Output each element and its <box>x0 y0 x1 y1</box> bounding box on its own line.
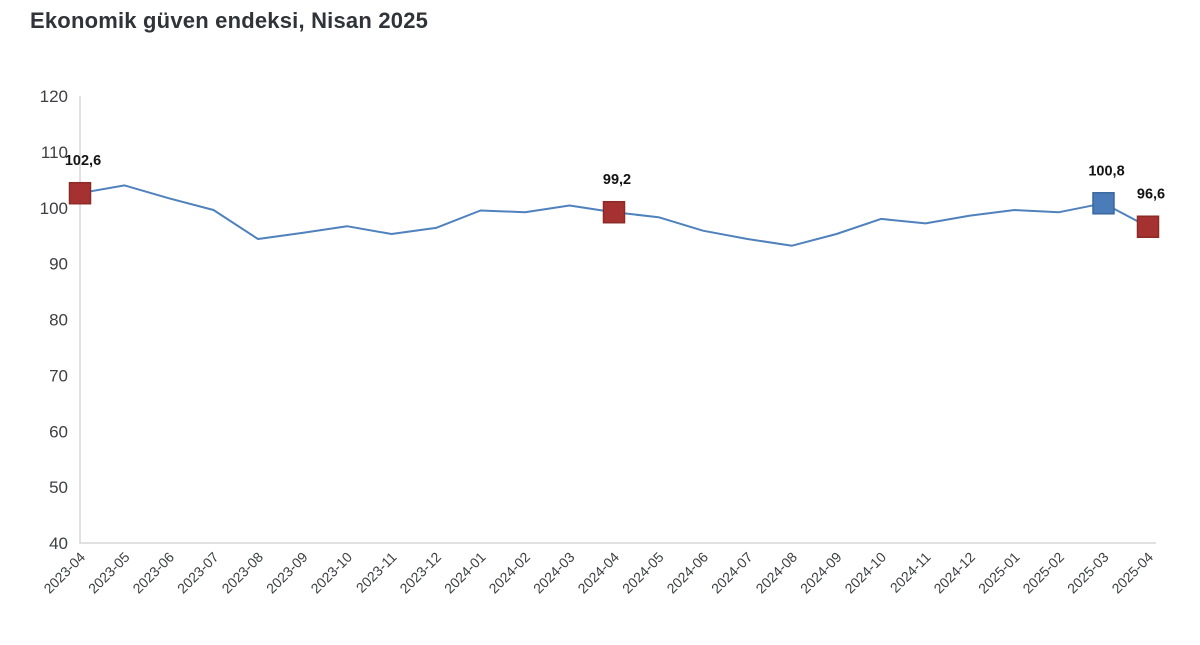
x-tick-label: 2023-09 <box>263 549 311 597</box>
x-tick-label: 2023-12 <box>396 549 444 597</box>
point-value-label: 102,6 <box>65 153 101 169</box>
y-tick-label: 50 <box>49 478 68 497</box>
point-value-label: 100,8 <box>1088 163 1124 179</box>
x-tick-label: 2024-08 <box>752 549 800 597</box>
x-tick-label: 2023-04 <box>40 549 88 597</box>
y-tick-label: 40 <box>49 534 68 553</box>
x-tick-label: 2024-04 <box>574 549 622 597</box>
x-tick-label: 2025-03 <box>1064 549 1112 597</box>
highlight-marker[interactable] <box>602 200 626 224</box>
y-tick-label: 80 <box>49 311 68 330</box>
y-tick-label: 70 <box>49 366 68 385</box>
x-tick-label: 2023-08 <box>218 549 266 597</box>
x-tick-label: 2024-02 <box>485 549 533 597</box>
y-tick-label: 100 <box>40 199 68 218</box>
x-tick-label: 2023-07 <box>174 549 222 597</box>
x-tick-label: 2023-05 <box>85 549 133 597</box>
x-tick-label: 2024-10 <box>841 549 889 597</box>
chart-title: Ekonomik güven endeksi, Nisan 2025 <box>30 8 429 33</box>
x-tick-label: 2024-03 <box>530 549 578 597</box>
axis-lines <box>79 96 1156 544</box>
x-tick-label: 2024-01 <box>441 549 489 597</box>
x-tick-label: 2025-02 <box>1019 549 1067 597</box>
x-tick-label: 2025-04 <box>1108 549 1156 597</box>
highlight-marker[interactable] <box>1092 192 1115 215</box>
y-tick-label: 60 <box>49 422 68 441</box>
x-tick-label: 2023-10 <box>307 549 355 597</box>
x-tick-label: 2024-05 <box>619 549 667 597</box>
y-tick-label: 90 <box>49 255 68 274</box>
x-tick-label: 2023-11 <box>353 549 400 596</box>
point-value-label: 99,2 <box>603 172 631 188</box>
x-tick-label: 2024-11 <box>887 549 934 596</box>
x-tick-label: 2024-07 <box>708 549 756 597</box>
x-tick-label: 2024-09 <box>797 549 845 597</box>
y-tick-label: 110 <box>41 143 68 162</box>
x-tick-label: 2025-01 <box>975 549 1023 597</box>
x-tick-label: 2024-12 <box>930 549 978 597</box>
x-tick-label: 2024-06 <box>663 549 711 597</box>
highlight-marker[interactable] <box>68 181 92 205</box>
highlight-marker[interactable] <box>1136 215 1160 238</box>
y-tick-label: 120 <box>40 87 68 106</box>
point-value-label: 96,6 <box>1137 187 1165 203</box>
x-tick-label: 2023-06 <box>129 549 177 597</box>
